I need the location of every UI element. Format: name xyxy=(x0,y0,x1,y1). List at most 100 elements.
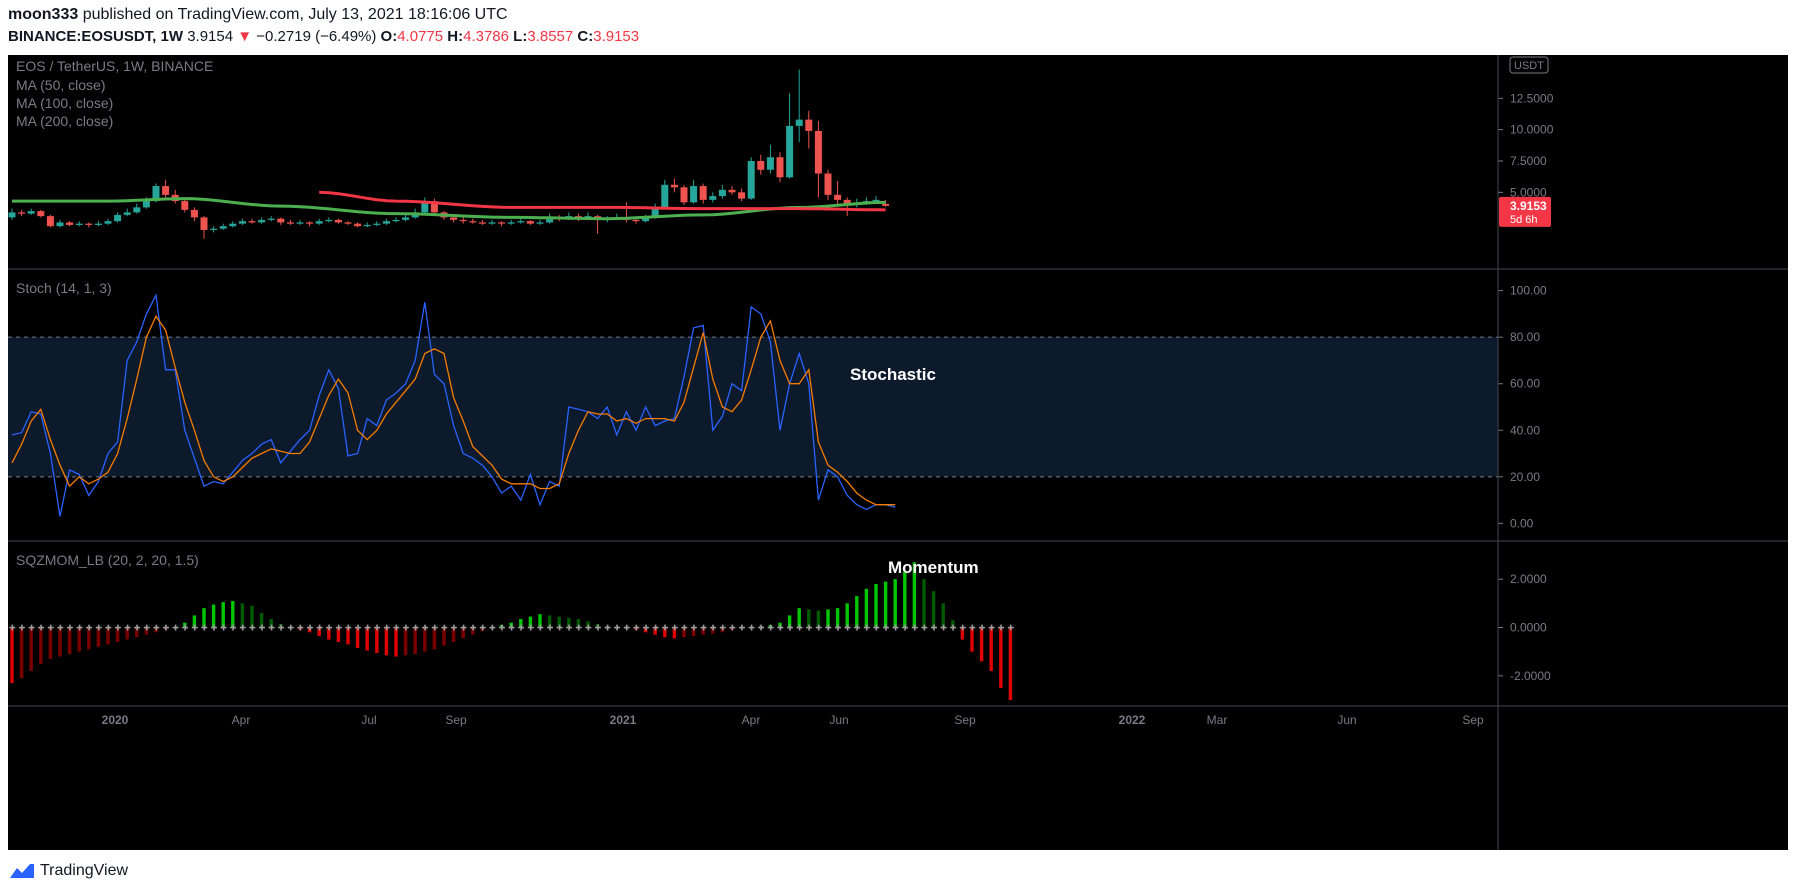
candle-body xyxy=(210,228,218,230)
candle-body xyxy=(402,217,410,220)
chart-area[interactable]: EOS / TetherUS, 1W, BINANCE MA (50, close… xyxy=(8,55,1788,850)
squeeze-dot: ✚ xyxy=(383,624,390,633)
squeeze-dot: ✚ xyxy=(345,624,352,633)
candle-body xyxy=(152,186,160,202)
candle-body xyxy=(718,189,726,197)
squeeze-dot: ✚ xyxy=(681,624,688,633)
momentum-bar xyxy=(221,602,225,628)
squeeze-dot: ✚ xyxy=(268,624,275,633)
squeeze-dot: ✚ xyxy=(921,624,928,633)
time-tick-label: Mar xyxy=(1207,713,1228,727)
momentum-bar xyxy=(461,627,465,639)
momentum-bar xyxy=(451,627,456,642)
candle-body xyxy=(190,209,198,218)
high-label: H: xyxy=(447,28,464,45)
time-tick-label: Apr xyxy=(232,713,251,727)
momentum-bar xyxy=(125,627,129,640)
momentum-pane[interactable]: SQZMOM_LB (20, 2, 20, 1.5) 2.0000 0.0000 -2… xyxy=(9,552,1551,700)
price-tick-label: 7.5000 xyxy=(1510,154,1547,168)
squeeze-dot: ✚ xyxy=(211,624,218,633)
squeeze-dot: ✚ xyxy=(479,624,486,633)
candle-body xyxy=(382,221,390,224)
momentum-bar xyxy=(941,603,945,628)
candle-body xyxy=(219,226,227,229)
squeeze-dot: ✚ xyxy=(335,624,342,633)
price-pane[interactable]: EOS / TetherUS, 1W, BINANCE MA (50, close… xyxy=(8,56,1554,239)
momentum-bar xyxy=(816,610,821,628)
momentum-bar xyxy=(77,627,81,652)
symbol-label: BINANCE:EOSUSDT, 1W xyxy=(8,28,184,45)
tradingview-brand[interactable]: TradingView xyxy=(40,862,129,879)
candle-body xyxy=(286,222,294,224)
momentum-bar xyxy=(835,608,840,628)
candle-body xyxy=(296,222,304,224)
squeeze-dot: ✚ xyxy=(67,624,74,633)
squeeze-dot: ✚ xyxy=(940,624,947,633)
squeeze-dot: ✚ xyxy=(892,624,899,633)
momentum-bar xyxy=(855,596,859,628)
stoch-pane[interactable]: Stoch (14, 1, 3) 100.00 80.00 60.00 40.00 20.… xyxy=(8,280,1547,530)
momentum-bar xyxy=(48,627,53,659)
squeeze-dot: ✚ xyxy=(931,624,938,633)
squeeze-dot: ✚ xyxy=(489,624,496,633)
momentum-bar xyxy=(586,621,590,628)
open-value: 4.0775 xyxy=(397,28,444,45)
momentum-bar xyxy=(336,627,341,642)
high-value: 4.3786 xyxy=(463,28,509,45)
momentum-bar xyxy=(778,622,782,628)
countdown-label: 5d 6h xyxy=(1510,214,1538,226)
squeeze-dot: ✚ xyxy=(76,624,83,633)
momentum-bar xyxy=(384,627,389,656)
momentum-bar xyxy=(797,608,801,628)
candle-body xyxy=(670,184,678,188)
momentum-bar xyxy=(327,627,331,640)
squeeze-dot: ✚ xyxy=(719,624,726,633)
momentum-bar xyxy=(29,627,33,671)
stoch-tick-label: 0.00 xyxy=(1510,516,1534,530)
momentum-bar xyxy=(279,623,283,628)
candle-body xyxy=(699,186,707,200)
squeeze-dot: ✚ xyxy=(1007,624,1014,633)
squeeze-dot: ✚ xyxy=(835,624,842,633)
squeeze-dot: ✚ xyxy=(729,624,736,633)
squeeze-dot: ✚ xyxy=(527,624,534,633)
momentum-bar xyxy=(826,609,830,628)
squeeze-dot: ✚ xyxy=(451,624,458,633)
tradingview-logo-icon[interactable] xyxy=(8,862,36,880)
candle-body xyxy=(123,212,131,215)
candle-body xyxy=(786,125,794,178)
momentum-bar xyxy=(432,627,437,650)
momentum-bar xyxy=(240,603,245,628)
momentum-bar xyxy=(960,627,965,640)
currency-badge xyxy=(1509,56,1549,74)
last-price-tag xyxy=(1499,196,1551,227)
candle-body xyxy=(747,161,755,199)
momentum-bar xyxy=(567,617,571,628)
momentum-bar xyxy=(39,627,43,664)
momentum-bar xyxy=(845,603,849,628)
momentum-pane-title: SQZMOM_LB (20, 2, 20, 1.5) xyxy=(16,552,199,568)
squeeze-dot: ✚ xyxy=(422,624,429,633)
squeeze-dot: ✚ xyxy=(691,624,698,633)
squeeze-dot: ✚ xyxy=(863,624,870,633)
candle-body xyxy=(661,184,669,208)
ma-legend-item: MA (100, close) xyxy=(16,95,113,111)
candle-body xyxy=(46,216,54,227)
squeeze-dot: ✚ xyxy=(508,624,515,633)
candle-body xyxy=(488,222,496,224)
squeeze-dot: ✚ xyxy=(431,624,438,633)
time-tick-label: 2020 xyxy=(102,713,129,727)
candle-body xyxy=(450,217,458,220)
published-text: published on TradingView.com, July 13, 2… xyxy=(82,6,508,23)
candle-body xyxy=(680,187,688,203)
squeeze-dot: ✚ xyxy=(278,624,285,633)
candle-body xyxy=(690,186,698,203)
candle-body xyxy=(181,201,189,210)
stoch-pane-title: Stoch (14, 1, 3) xyxy=(16,280,112,296)
stoch-tick-label: 80.00 xyxy=(1510,330,1540,344)
candle-body xyxy=(536,222,544,224)
author-name[interactable]: moon333 xyxy=(8,6,79,23)
momentum-bar xyxy=(288,627,293,629)
squeeze-dot: ✚ xyxy=(172,624,179,633)
candle-body xyxy=(478,222,486,224)
